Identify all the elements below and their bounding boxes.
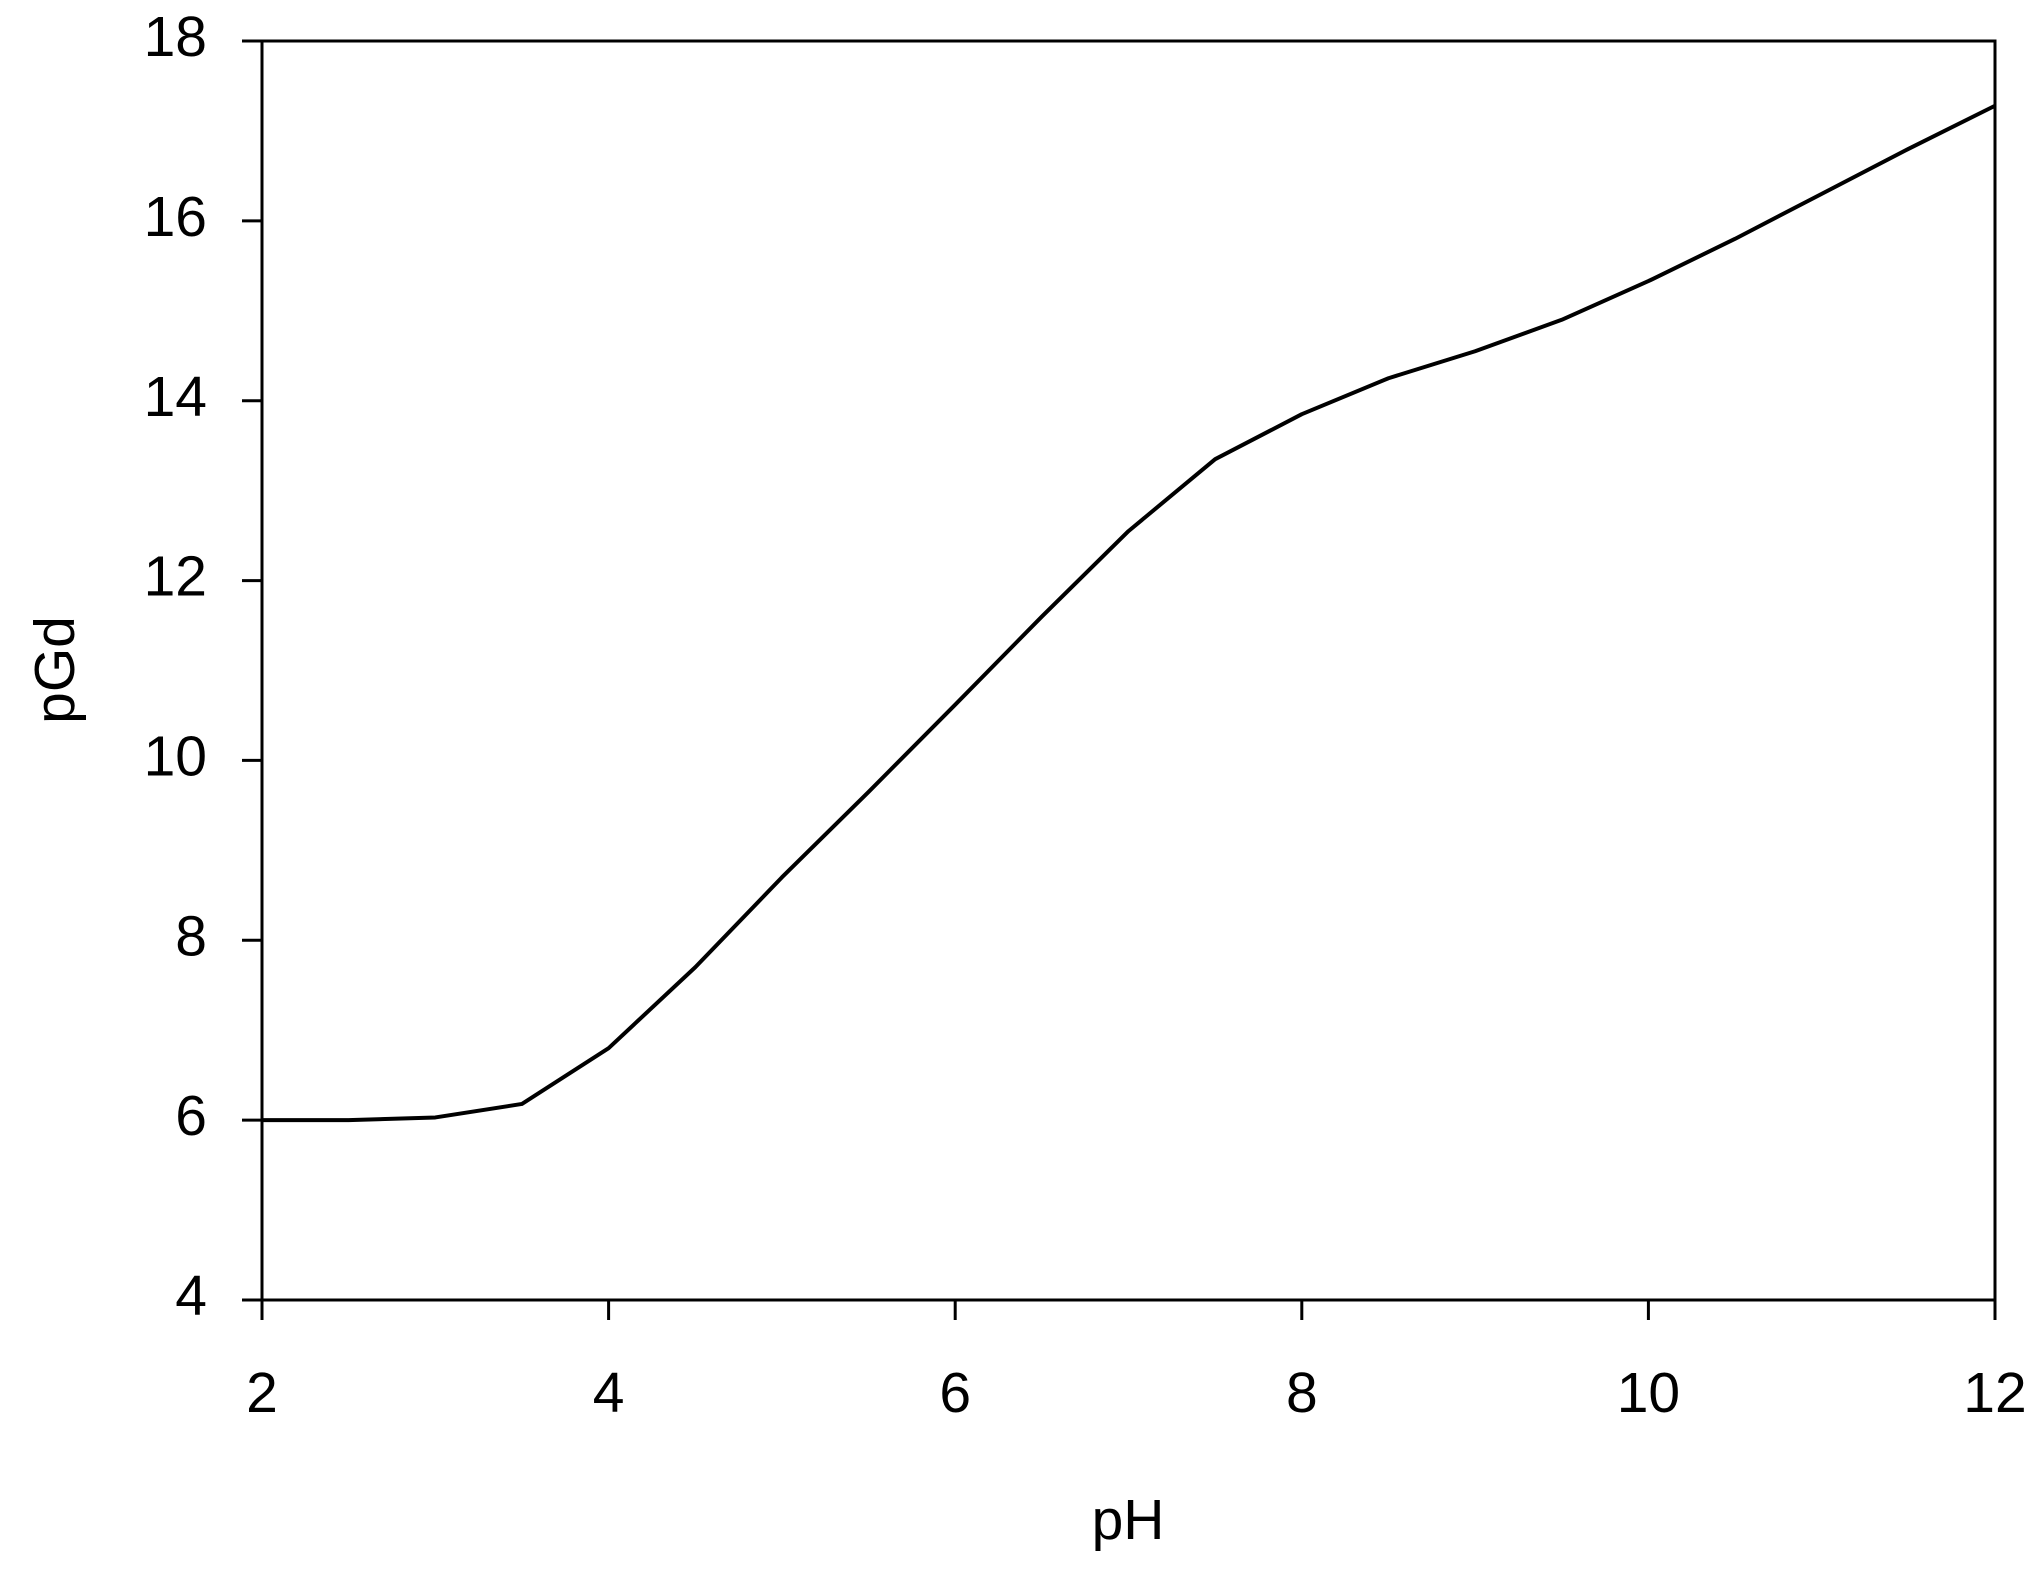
y-axis-title: pGd bbox=[23, 616, 87, 724]
y-tick-label: 18 bbox=[144, 5, 207, 69]
plot-frame bbox=[260, 39, 1997, 1302]
y-tick-label: 14 bbox=[144, 365, 207, 429]
y-tick-label: 10 bbox=[144, 724, 207, 788]
x-tick-label: 8 bbox=[1286, 1361, 1318, 1425]
y-tick-label: 4 bbox=[175, 1264, 207, 1328]
x-tick-label: 10 bbox=[1617, 1361, 1680, 1425]
y-tick-label: 16 bbox=[144, 185, 207, 249]
data-line bbox=[262, 103, 1996, 1123]
x-tick-label: 12 bbox=[1963, 1361, 2026, 1425]
y-tick-label: 8 bbox=[175, 904, 207, 968]
x-tick-label: 4 bbox=[593, 1361, 625, 1425]
y-tick-label: 12 bbox=[144, 545, 207, 609]
y-tick-label: 6 bbox=[175, 1084, 207, 1148]
x-axis-title: pH bbox=[1092, 1488, 1165, 1552]
x-tick-label: 6 bbox=[939, 1361, 971, 1425]
x-tick-label: 2 bbox=[246, 1361, 278, 1425]
